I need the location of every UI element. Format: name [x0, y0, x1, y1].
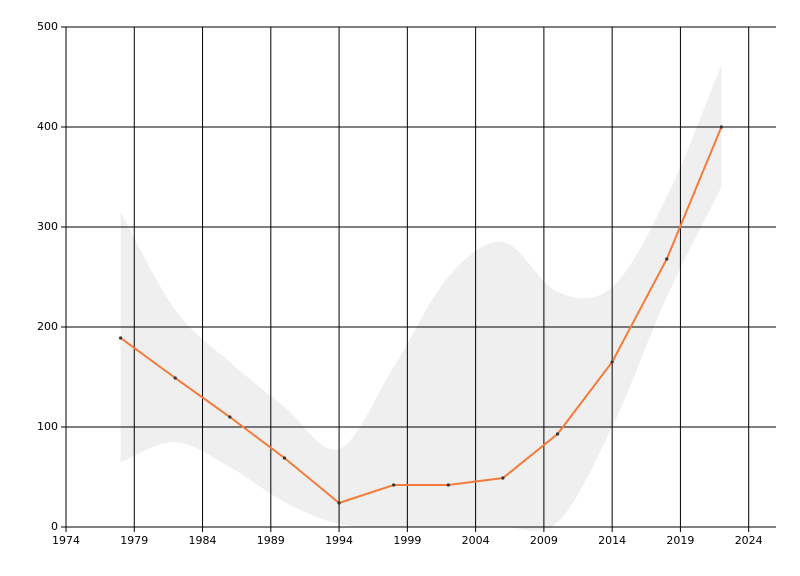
x-tick-label: 2009	[530, 534, 558, 547]
y-tick-label: 400	[37, 120, 58, 133]
y-tick-label: 0	[51, 520, 58, 533]
x-tick-label: 2019	[666, 534, 694, 547]
data-point	[719, 125, 723, 129]
data-point	[173, 376, 177, 380]
x-tick-label: 1979	[120, 534, 148, 547]
data-point	[337, 501, 341, 505]
data-line	[120, 126, 723, 505]
data-point	[501, 476, 505, 480]
data-point	[282, 456, 287, 460]
data-point	[555, 432, 560, 436]
y-tick-label: 500	[37, 20, 58, 33]
x-tick-label: 1984	[189, 534, 217, 547]
x-tick-label: 1974	[52, 534, 80, 547]
x-tick-label: 1994	[325, 534, 353, 547]
data-point	[228, 415, 232, 419]
data-point	[119, 336, 123, 340]
x-tick-label: 2004	[462, 534, 490, 547]
y-tick-label: 300	[37, 220, 58, 233]
x-tick-label: 2014	[598, 534, 626, 547]
data-point	[665, 257, 669, 261]
data-point	[446, 483, 450, 487]
y-tick-label: 100	[37, 420, 58, 433]
data-point	[610, 360, 614, 364]
x-tick-label: 1989	[257, 534, 285, 547]
x-tick-label: 2024	[735, 534, 763, 547]
y-tick-label: 200	[37, 320, 58, 333]
data-point	[392, 483, 396, 487]
confidence-band	[120, 65, 722, 531]
x-tick-label: 1999	[393, 534, 421, 547]
